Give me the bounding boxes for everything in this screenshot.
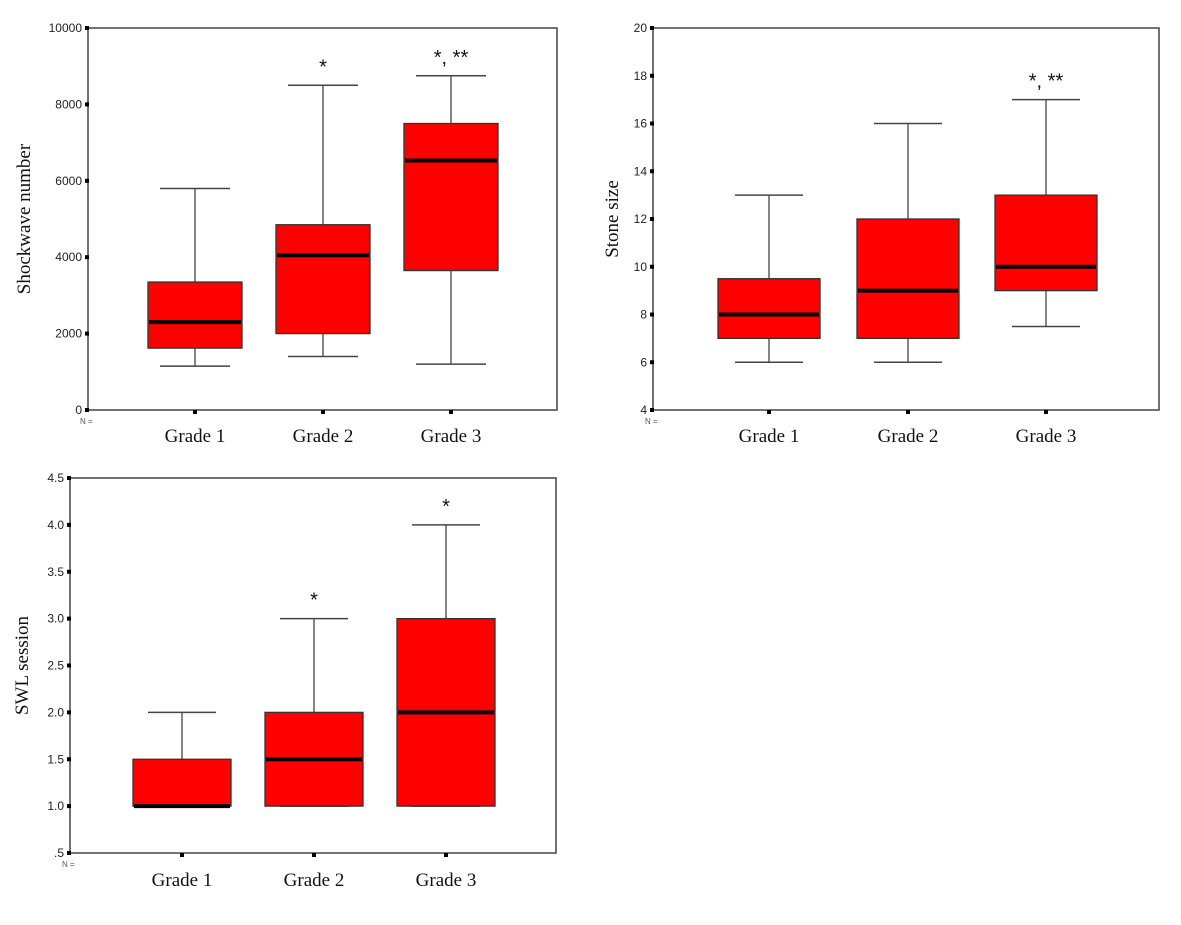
y-tick-label: 12 <box>634 212 648 226</box>
box-2: Grade 2 * <box>264 590 364 891</box>
y-tick-label: 6 <box>640 355 647 369</box>
iqr-box <box>717 278 821 340</box>
y-tick-label: 1.5 <box>47 752 64 766</box>
y-tick-label: 6000 <box>55 174 82 188</box>
y-tick-mark <box>67 616 71 621</box>
box-3: Grade 3 *, ** <box>403 47 499 447</box>
chart-stone: 4 6 8 10 12 14 16 18 20 N = Stone size Grade 1 Grade… <box>602 21 1160 447</box>
y-tick-mark <box>650 264 654 269</box>
chart-swl: .5 1.0 1.5 2.0 2.5 3.0 3.5 4.0 4.5 N = SWL session… <box>12 471 557 891</box>
y-tick-label: 4.5 <box>47 471 64 485</box>
box-1: Grade 1 <box>147 187 243 447</box>
x-tick-mark <box>444 853 448 857</box>
x-category-label: Grade 1 <box>152 870 213 891</box>
y-tick-label: 8000 <box>55 97 82 111</box>
y-tick-mark <box>650 312 654 317</box>
y-axis-title: Shockwave number <box>14 143 35 294</box>
y-tick-label: 18 <box>634 69 648 83</box>
y-tick-mark <box>650 217 654 221</box>
y-tick-label: 20 <box>634 21 648 35</box>
y-tick-label: 2.0 <box>47 705 64 719</box>
n-label: N = <box>80 417 93 426</box>
y-tick-label: 10 <box>634 260 648 274</box>
x-tick-mark <box>1044 410 1048 414</box>
iqr-box <box>856 218 960 340</box>
y-tick-label: .5 <box>54 846 64 860</box>
significance-annotation: * <box>310 590 318 612</box>
y-tick-mark <box>67 522 71 527</box>
y-tick-mark <box>85 255 89 260</box>
y-tick-label: 3.5 <box>47 565 64 579</box>
y-tick-mark <box>650 408 654 412</box>
x-category-label: Grade 3 <box>421 426 482 447</box>
box-3: Grade 3 *, ** <box>994 71 1098 447</box>
iqr-box <box>132 758 232 807</box>
y-tick-label: 8 <box>640 308 647 322</box>
significance-annotation: *, ** <box>1029 71 1064 93</box>
x-category-label: Grade 2 <box>293 426 354 447</box>
y-tick-label: 4000 <box>55 250 82 264</box>
x-tick-mark <box>193 410 197 414</box>
y-tick-mark <box>85 26 89 30</box>
y-tick-label: 10000 <box>49 21 83 35</box>
box-3: Grade 3 * <box>396 496 496 891</box>
significance-annotation: *, ** <box>434 47 469 69</box>
x-category-label: Grade 1 <box>165 426 226 447</box>
y-tick-label: 4 <box>640 403 647 417</box>
x-category-label: Grade 3 <box>1016 426 1077 447</box>
y-tick-label: 2.5 <box>47 659 64 673</box>
y-tick-mark <box>85 408 89 412</box>
y-tick-mark <box>85 331 89 336</box>
chart-shockwave: 0 2000 4000 6000 8000 10000 N = Shockwave numbe… <box>14 21 558 447</box>
y-tick-mark <box>67 757 71 762</box>
x-category-label: Grade 2 <box>284 870 345 891</box>
x-tick-mark <box>180 853 184 857</box>
y-tick-mark <box>67 663 71 668</box>
y-axis-title: SWL session <box>12 615 33 715</box>
x-category-label: Grade 1 <box>739 426 800 447</box>
iqr-box <box>147 281 243 349</box>
box-1: Grade 1 <box>717 194 821 447</box>
n-label: N = <box>62 860 75 869</box>
significance-annotation: * <box>442 496 450 518</box>
y-tick-label: 3.0 <box>47 612 64 626</box>
box-2: Grade 2 <box>856 122 960 447</box>
y-tick-label: 0 <box>75 403 82 417</box>
y-tick-mark <box>67 476 71 480</box>
iqr-box <box>403 122 499 272</box>
y-tick-mark <box>67 851 71 855</box>
y-tick-mark <box>650 360 654 365</box>
iqr-box <box>994 194 1098 292</box>
x-tick-mark <box>312 853 316 857</box>
x-tick-mark <box>767 410 771 414</box>
y-tick-mark <box>650 73 654 78</box>
y-tick-label: 2000 <box>55 327 82 341</box>
y-tick-mark <box>67 804 71 809</box>
significance-annotation: * <box>319 56 327 78</box>
x-category-label: Grade 2 <box>878 426 939 447</box>
y-tick-label: 16 <box>634 117 648 131</box>
box-1: Grade 1 <box>132 711 232 891</box>
y-tick-mark <box>85 102 89 107</box>
x-tick-mark <box>449 410 453 414</box>
n-label: N = <box>645 417 658 426</box>
y-tick-mark <box>650 169 654 174</box>
y-axis-title: Stone size <box>602 180 623 258</box>
y-tick-mark <box>85 178 89 183</box>
y-tick-label: 14 <box>634 164 648 178</box>
x-tick-mark <box>321 410 325 414</box>
y-tick-mark <box>650 121 654 126</box>
x-tick-mark <box>906 410 910 414</box>
box-2: Grade 2 * <box>275 56 371 447</box>
y-tick-label: 4.0 <box>47 518 64 532</box>
y-tick-mark <box>650 26 654 30</box>
x-category-label: Grade 3 <box>416 870 477 891</box>
y-tick-mark <box>67 569 71 574</box>
y-tick-mark <box>67 710 71 715</box>
iqr-box <box>275 224 371 335</box>
y-tick-label: 1.0 <box>47 799 64 813</box>
